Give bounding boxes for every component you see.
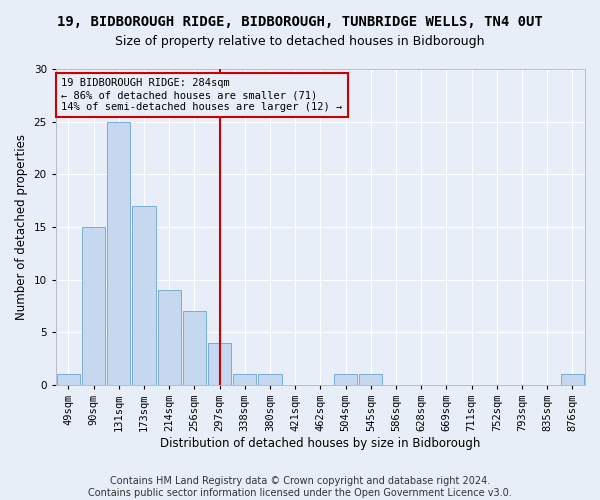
Bar xyxy=(107,122,130,385)
Bar xyxy=(57,374,80,385)
Bar xyxy=(183,311,206,385)
Text: 19, BIDBOROUGH RIDGE, BIDBOROUGH, TUNBRIDGE WELLS, TN4 0UT: 19, BIDBOROUGH RIDGE, BIDBOROUGH, TUNBRI… xyxy=(57,15,543,29)
Text: Size of property relative to detached houses in Bidborough: Size of property relative to detached ho… xyxy=(115,35,485,48)
Bar xyxy=(233,374,256,385)
Bar xyxy=(561,374,584,385)
Bar xyxy=(259,374,281,385)
Text: 19 BIDBOROUGH RIDGE: 284sqm
← 86% of detached houses are smaller (71)
14% of sem: 19 BIDBOROUGH RIDGE: 284sqm ← 86% of det… xyxy=(61,78,343,112)
Bar xyxy=(158,290,181,385)
Bar xyxy=(133,206,155,385)
Bar xyxy=(208,343,231,385)
Text: Contains HM Land Registry data © Crown copyright and database right 2024.
Contai: Contains HM Land Registry data © Crown c… xyxy=(88,476,512,498)
Bar xyxy=(82,227,105,385)
Bar xyxy=(359,374,382,385)
Bar xyxy=(334,374,357,385)
Y-axis label: Number of detached properties: Number of detached properties xyxy=(15,134,28,320)
X-axis label: Distribution of detached houses by size in Bidborough: Distribution of detached houses by size … xyxy=(160,437,481,450)
